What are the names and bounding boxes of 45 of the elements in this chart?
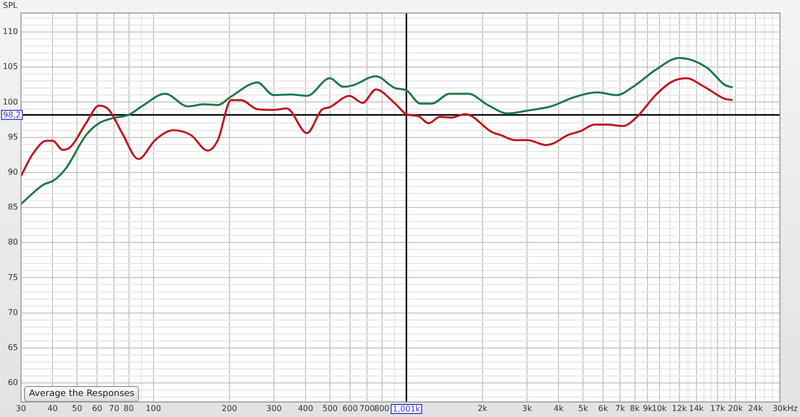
ref-line-label: 1,001k [392,404,421,414]
x-tick-label: 4k [554,404,564,413]
y-tick-label: 70 [8,308,18,317]
y-tick-label: 105 [2,62,18,72]
x-tick-label: 17k [710,404,726,413]
average-button: Average the Responses [24,386,140,402]
y-tick-label: 60 [8,378,18,388]
y-tick-label: 75 [8,272,18,282]
y-tick-label: 65 [8,343,18,352]
x-tick-label: 40 [48,404,58,413]
x-tick-label: 700 [359,404,375,413]
x-tick-label: 200 [222,404,238,413]
x-tick-label: 600 [342,404,358,413]
y-tick-label: 95 [8,132,18,142]
x-tick-label: 80 [124,404,134,413]
x-tick-label: 300 [266,404,282,413]
y-axis-title: SPL [3,1,18,10]
ref-line-label: 98,2 [3,110,21,120]
x-tick-label: 5k [578,404,588,413]
x-tick-label: 500 [322,404,338,413]
x-tick-label: 800 [374,404,390,413]
x-tick-label: 50 [72,404,82,413]
x-tick-label: 7k [615,404,626,413]
x-tick-label: 2k [478,404,488,413]
x-tick-label: 30 [16,404,26,413]
y-tick-label: 85 [8,202,18,212]
x-tick-label: 12k [672,404,688,413]
x-tick-label: 9k [642,404,653,413]
x-tick-label: 24k [748,404,764,413]
x-tick-label: 400 [298,404,314,413]
x-tick-label: 6k [598,404,608,413]
y-tick-label: 110 [2,27,18,36]
x-axis-title: Hz [787,404,798,414]
x-tick-label: 10k [652,404,668,413]
y-tick-label: 80 [8,238,18,247]
y-tick-label: 100 [2,97,18,106]
x-tick-label: 60 [92,404,102,413]
x-tick-label: 14k [688,404,704,413]
x-tick-label: 100 [146,404,161,413]
x-tick-label: 70 [109,404,120,413]
x-tick-label: 3k [522,404,532,413]
x-tick-label: 8k [630,404,640,413]
x-tick-label: 30k [772,404,788,413]
x-tick-label: 20k [728,404,744,413]
y-tick-label: 90 [8,167,18,176]
